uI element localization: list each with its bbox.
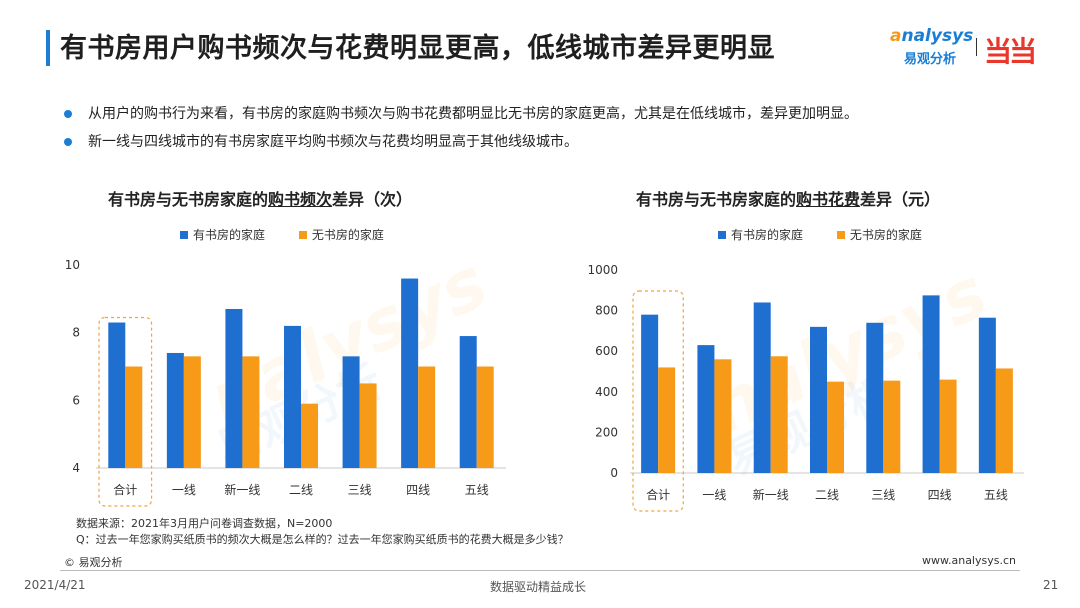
analysys-logo-cn: 易观分析 bbox=[904, 52, 957, 67]
spending-bar-chart: 0 200 400 600 800 1000 合计 一线 新一线 二线 三线 四线 五线 bbox=[587, 263, 1024, 512]
footer-divider bbox=[60, 570, 1020, 571]
footer-date: 2021/4/21 bbox=[24, 578, 86, 592]
y-tick-label: 600 bbox=[595, 344, 618, 358]
bar-without-study bbox=[939, 379, 957, 473]
x-tick-label: 新一线 bbox=[224, 482, 260, 497]
bar-without-study bbox=[770, 356, 788, 473]
bar-with-study bbox=[922, 295, 940, 473]
y-tick-label: 4 bbox=[72, 461, 80, 475]
bar-without-study bbox=[359, 383, 377, 468]
legend-swatch bbox=[836, 230, 845, 239]
chart-legend-spending: 有书房的家庭 无书房的家庭 bbox=[718, 226, 952, 243]
bar-without-study bbox=[418, 366, 436, 468]
bar-without-study bbox=[995, 368, 1013, 473]
website-link[interactable]: www.analysys.cn bbox=[922, 554, 1016, 567]
bullet-dot-icon bbox=[64, 138, 72, 146]
bar-without-study bbox=[242, 356, 260, 468]
bullet-item: 新一线与四线城市的有书房家庭平均购书频次与花费均明显高于其他线级城市。 bbox=[62, 132, 1042, 160]
x-tick-label: 一线 bbox=[172, 483, 196, 497]
legend-swatch bbox=[718, 230, 726, 239]
chart-title-frequency: 有书房与无书房家庭的购书频次差异（次） bbox=[108, 190, 413, 209]
chart-title-spending: 有书房与无书房家庭的购书花费差异（元） bbox=[636, 190, 941, 209]
bar-without-study bbox=[658, 367, 676, 473]
page-number: 21 bbox=[1043, 578, 1059, 592]
y-tick-label: 200 bbox=[595, 425, 618, 439]
x-tick-label: 五线 bbox=[984, 488, 1008, 502]
legend-swatch bbox=[298, 230, 307, 239]
bar-without-study bbox=[714, 359, 732, 473]
bar-with-study bbox=[697, 345, 715, 473]
summary-bullets: 从用户的购书行为来看，有书房的家庭购书频次与购书花费都明显比无书房的家庭更高，尤… bbox=[62, 104, 1042, 160]
analysys-logo: analysys bbox=[890, 26, 974, 46]
x-tick-label: 合计 bbox=[113, 482, 137, 497]
legend-label: 无书房的家庭 bbox=[311, 228, 384, 242]
bar-with-study bbox=[866, 322, 884, 473]
y-tick-label: 400 bbox=[595, 385, 618, 399]
chart-legend-frequency: 有书房的家庭 无书房的家庭 bbox=[180, 226, 414, 243]
x-tick-label: 二线 bbox=[815, 488, 839, 502]
bar-with-study bbox=[225, 308, 243, 468]
bar-with-study bbox=[641, 314, 659, 473]
footer-slogan: 数据驱动精益成长 bbox=[490, 580, 587, 594]
x-tick-label: 合计 bbox=[646, 487, 670, 502]
y-tick-label: 800 bbox=[595, 304, 618, 318]
bullet-dot-icon bbox=[64, 110, 72, 118]
bar-without-study bbox=[301, 403, 318, 468]
bullet-item: 从用户的购书行为来看，有书房的家庭购书频次与购书花费都明显比无书房的家庭更高，尤… bbox=[62, 104, 1042, 132]
bar-with-study bbox=[753, 302, 771, 473]
y-tick-label: 10 bbox=[65, 258, 80, 272]
brand-logos: analysys 易观分析 当当 bbox=[890, 26, 1040, 72]
legend-label: 有书房的家庭 bbox=[731, 228, 804, 242]
x-tick-label: 四线 bbox=[928, 488, 952, 502]
x-tick-label: 新一线 bbox=[753, 487, 789, 502]
x-tick-label: 二线 bbox=[289, 483, 313, 497]
title-accent-bar bbox=[46, 30, 50, 66]
highlight-box-total bbox=[632, 290, 684, 512]
x-tick-label: 五线 bbox=[465, 483, 489, 497]
page-title: 有书房用户购书频次与花费明显更高，低线城市差异更明显 bbox=[60, 33, 775, 64]
bar-with-study bbox=[401, 278, 419, 468]
bar-without-study bbox=[883, 380, 901, 473]
highlight-box-total bbox=[98, 316, 153, 507]
x-tick-label: 三线 bbox=[348, 483, 372, 497]
x-tick-label: 一线 bbox=[702, 488, 726, 502]
bar-with-study bbox=[108, 322, 126, 468]
y-tick-label: 0 bbox=[610, 466, 618, 480]
legend-label: 有书房的家庭 bbox=[193, 228, 266, 242]
logo-divider bbox=[976, 38, 977, 56]
legend-label: 无书房的家庭 bbox=[849, 228, 922, 242]
x-tick-label: 三线 bbox=[871, 488, 895, 502]
bar-with-study bbox=[284, 325, 301, 468]
x-tick-label: 四线 bbox=[406, 483, 430, 497]
copyright: © 易观分析 bbox=[64, 556, 123, 569]
bar-without-study bbox=[476, 366, 494, 468]
bar-with-study bbox=[810, 326, 827, 473]
bar-with-study bbox=[166, 352, 184, 468]
bar-with-study bbox=[978, 317, 996, 473]
bar-without-study bbox=[827, 381, 844, 473]
frequency-bar-chart: 4 6 8 10 合计 一线 新一线 二线 三线 四线 五线 bbox=[65, 258, 506, 507]
y-tick-label: 1000 bbox=[587, 263, 618, 277]
legend-swatch bbox=[180, 230, 188, 239]
y-tick-label: 6 bbox=[72, 393, 80, 407]
data-source-note: 数据来源：2021年3月用户问卷调查数据，N=2000 Q：过去一年您家购买纸质… bbox=[76, 517, 569, 546]
bar-without-study bbox=[183, 356, 201, 468]
dangdang-logo: 当当 bbox=[984, 35, 1037, 68]
bar-with-study bbox=[459, 336, 477, 468]
bar-with-study bbox=[342, 356, 360, 468]
y-tick-label: 8 bbox=[72, 326, 80, 340]
bar-without-study bbox=[125, 366, 143, 468]
